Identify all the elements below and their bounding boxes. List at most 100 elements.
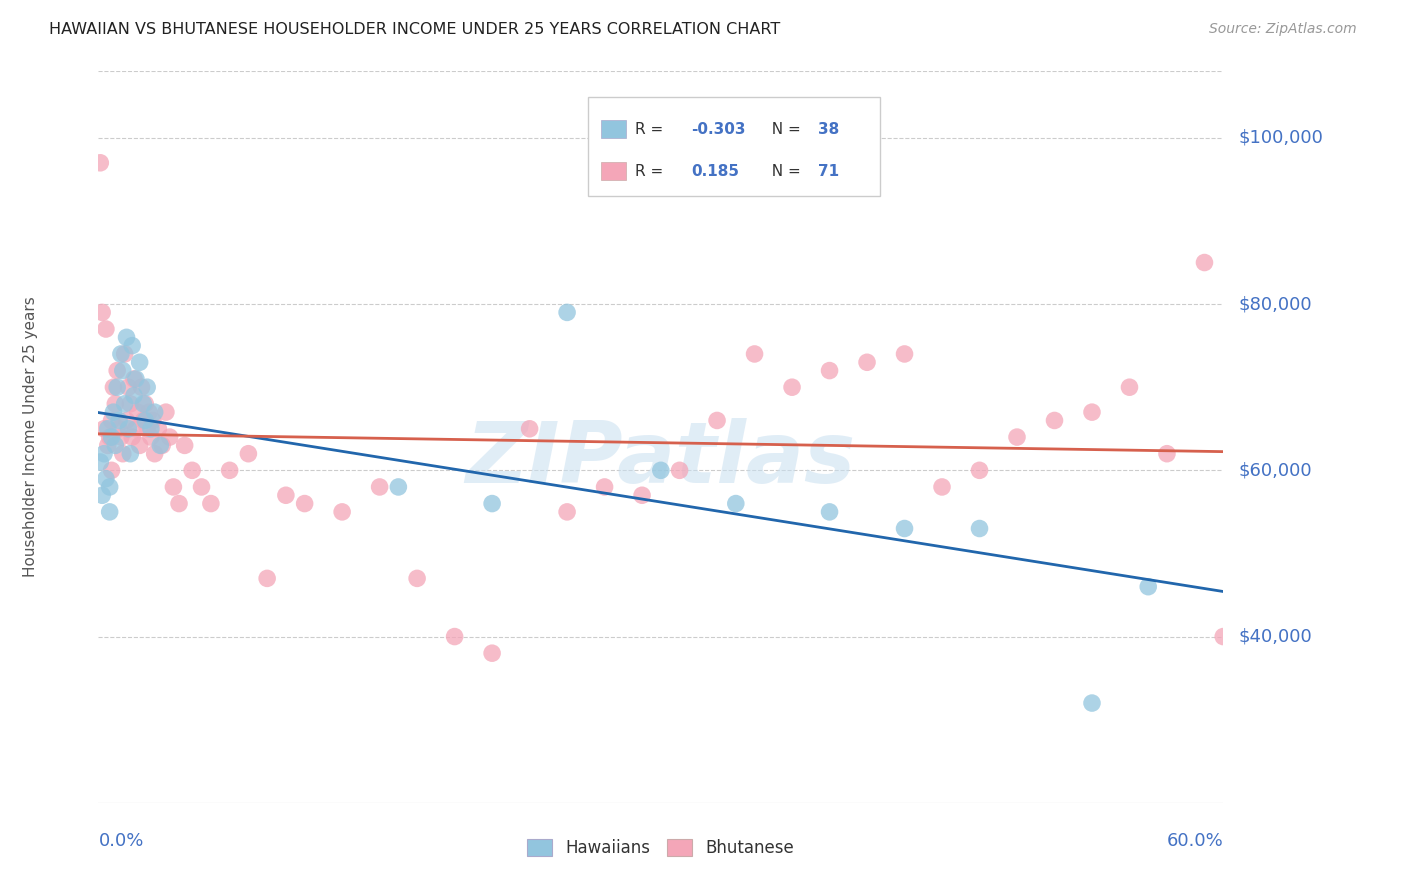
Point <box>114 397 136 411</box>
Point <box>122 372 145 386</box>
Point <box>89 156 111 170</box>
Point <box>94 472 117 486</box>
Point <box>706 413 728 427</box>
Point <box>114 347 136 361</box>
Point <box>162 480 184 494</box>
Point <box>256 571 278 585</box>
Point <box>132 413 155 427</box>
Point <box>1212 630 1234 644</box>
Point <box>631 488 654 502</box>
Point <box>294 497 316 511</box>
Point <box>125 372 148 386</box>
Text: R =: R = <box>636 122 668 137</box>
Point <box>200 497 222 511</box>
Point <box>104 397 127 411</box>
Point <box>115 413 138 427</box>
Text: $60,000: $60,000 <box>1239 461 1312 479</box>
Point <box>105 363 128 377</box>
Point <box>110 347 132 361</box>
Point <box>330 505 353 519</box>
Point <box>138 405 160 419</box>
FancyBboxPatch shape <box>588 97 880 195</box>
Text: ZIPatlas: ZIPatlas <box>465 417 856 500</box>
Text: 0.0%: 0.0% <box>98 832 143 850</box>
Point <box>143 405 166 419</box>
Point <box>91 488 114 502</box>
Point <box>121 339 143 353</box>
Point <box>1005 430 1028 444</box>
Point <box>159 430 181 444</box>
Point <box>555 505 578 519</box>
Point <box>1081 696 1104 710</box>
Point <box>818 363 841 377</box>
Point <box>143 447 166 461</box>
Point <box>142 413 165 427</box>
Point <box>519 422 541 436</box>
Point <box>100 463 122 477</box>
Point <box>818 505 841 519</box>
Point <box>173 438 195 452</box>
Text: N =: N = <box>762 122 806 137</box>
Point <box>856 355 879 369</box>
Text: Source: ZipAtlas.com: Source: ZipAtlas.com <box>1209 22 1357 37</box>
Point <box>110 430 132 444</box>
Point <box>744 347 766 361</box>
Point <box>969 521 991 535</box>
Point <box>181 463 204 477</box>
Point <box>1043 413 1066 427</box>
Point <box>274 488 297 502</box>
Point <box>139 422 162 436</box>
Point <box>1081 405 1104 419</box>
Point <box>134 397 156 411</box>
Point <box>117 422 139 436</box>
Point <box>387 480 409 494</box>
Point <box>108 413 131 427</box>
Point <box>131 380 153 394</box>
Point <box>121 430 143 444</box>
Point <box>127 405 149 419</box>
Point <box>368 480 391 494</box>
Point <box>1194 255 1216 269</box>
Point <box>120 447 142 461</box>
Point <box>125 422 148 436</box>
Point <box>105 380 128 394</box>
Point <box>111 447 134 461</box>
Point <box>481 497 503 511</box>
Point <box>93 422 115 436</box>
Point <box>100 413 122 427</box>
Point <box>120 397 142 411</box>
Text: N =: N = <box>762 164 806 179</box>
Text: R =: R = <box>636 164 673 179</box>
Point <box>128 355 150 369</box>
Point <box>1118 380 1140 394</box>
Point <box>139 430 162 444</box>
Point <box>218 463 240 477</box>
Text: $100,000: $100,000 <box>1239 128 1323 147</box>
FancyBboxPatch shape <box>602 120 626 138</box>
Point <box>650 463 672 477</box>
Point <box>1137 580 1160 594</box>
Text: $80,000: $80,000 <box>1239 295 1312 313</box>
Point <box>104 438 127 452</box>
Point <box>1156 447 1178 461</box>
Point <box>149 438 172 452</box>
Text: 71: 71 <box>818 164 839 179</box>
Point <box>238 447 260 461</box>
Text: 0.185: 0.185 <box>692 164 740 179</box>
Point <box>406 571 429 585</box>
Point <box>136 380 159 394</box>
Text: 60.0%: 60.0% <box>1167 832 1223 850</box>
Legend: Hawaiians, Bhutanese: Hawaiians, Bhutanese <box>520 832 801 864</box>
Point <box>190 480 212 494</box>
Text: 38: 38 <box>818 122 839 137</box>
Point <box>148 422 170 436</box>
Point <box>481 646 503 660</box>
Point <box>94 322 117 336</box>
Point <box>167 497 190 511</box>
Point <box>100 430 122 444</box>
Point <box>724 497 747 511</box>
Text: $40,000: $40,000 <box>1239 628 1312 646</box>
Point <box>593 480 616 494</box>
Point <box>98 480 121 494</box>
Point <box>443 630 465 644</box>
